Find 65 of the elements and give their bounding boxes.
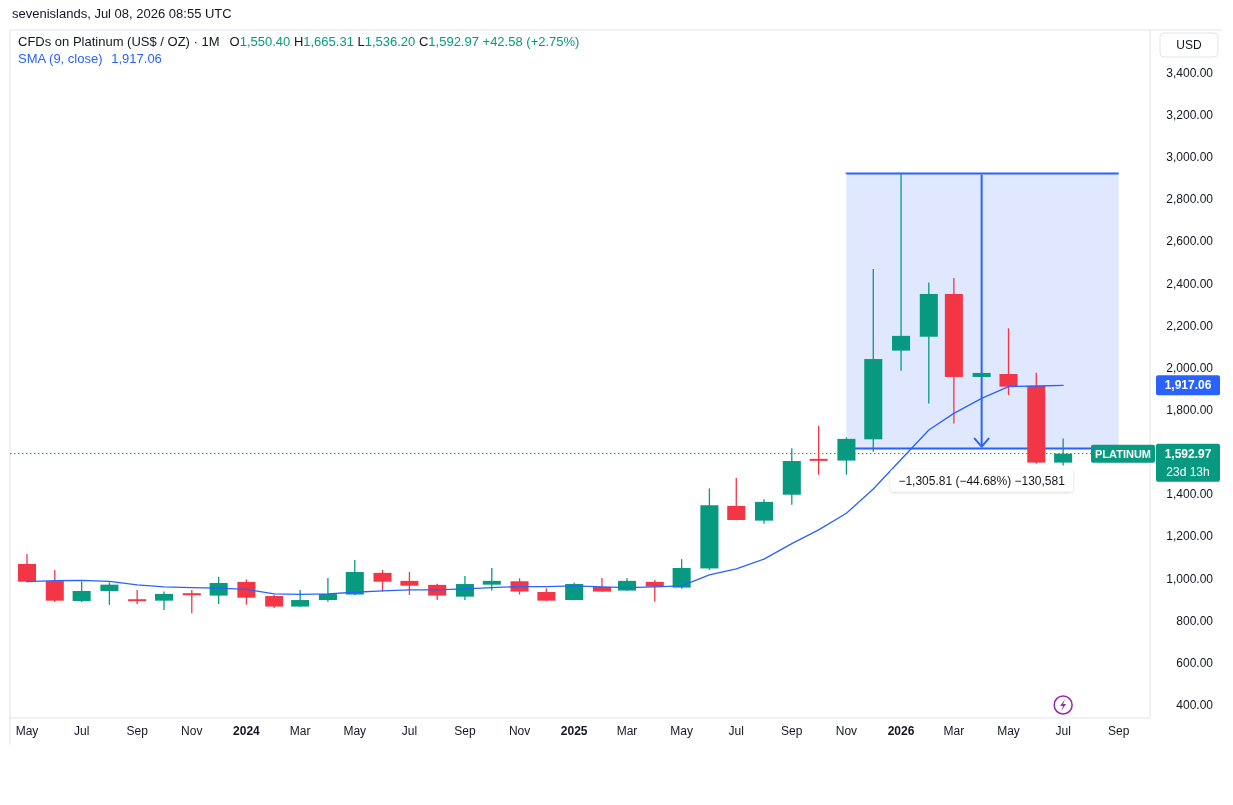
y-tick-label: 1,000.00 [1166, 571, 1214, 586]
y-tick-label: 2,200.00 [1166, 318, 1214, 333]
candlestick [455, 575, 474, 601]
x-tick-label: Mar [616, 724, 638, 738]
y-tick-label: 600.00 [1176, 655, 1214, 670]
x-tick-label: Sep [454, 724, 476, 738]
x-tick-label: Mar [943, 724, 965, 738]
text: 1,592.97 [1164, 446, 1212, 461]
y-tick-label: 2,400.00 [1166, 276, 1214, 291]
x-tick-label: Jul [73, 724, 90, 738]
candlestick [237, 578, 256, 606]
y-tick-label: 1,800.00 [1166, 403, 1214, 418]
text: USD [1176, 38, 1202, 52]
x-tick-label: Sep [1107, 724, 1130, 738]
candlestick [17, 553, 37, 583]
candlestick [155, 590, 174, 611]
y-tick-label: 400.00 [1176, 697, 1214, 712]
x-tick-label: Jul [401, 724, 418, 738]
candlestick [100, 581, 119, 606]
x-tick-label: Sep [126, 724, 149, 738]
x-tick-label: 2024 [233, 724, 261, 738]
candlestick [45, 569, 64, 603]
x-tick-label: Nov [508, 724, 531, 738]
text: O1,550.40 H1,665.31 L1,536.20 C1,592.97 +42.58 (+2.75%) [229, 34, 580, 49]
annotation: −1,305.81 (−44.68%) −130,581 [898, 473, 1066, 488]
x-tick-label: Mar [289, 724, 311, 738]
y-tick-label: 800.00 [1176, 613, 1214, 628]
x-tick-label: Nov [181, 724, 203, 738]
x-tick-label: May [670, 724, 693, 738]
text: 23d 13h [1166, 464, 1210, 479]
y-tick-label: 3,000.00 [1166, 150, 1214, 165]
x-tick-label: 2025 [560, 724, 588, 738]
annotation: 1,917.06 [111, 51, 162, 66]
y-tick-label: 2,800.00 [1166, 192, 1214, 207]
candlestick [400, 571, 419, 596]
candlestick [999, 327, 1018, 396]
ref-line-label: PLATINUM [1094, 447, 1151, 460]
chart-title: CFDs on Platinum (US$ / OZ) · 1M [18, 34, 220, 49]
x-tick-label: Jul [1055, 724, 1071, 738]
candlestick [482, 567, 501, 592]
candlestick [182, 589, 201, 614]
y-tick-label: 3,200.00 [1166, 108, 1214, 123]
x-tick-label: 2026 [887, 724, 915, 738]
candlestick [892, 173, 911, 372]
x-tick-label: Nov [835, 724, 858, 738]
x-tick-label: Jul [728, 724, 744, 738]
text: 1,917.06 [1164, 378, 1212, 393]
x-tick-label: May [15, 724, 39, 738]
y-tick-label: 3,400.00 [1166, 65, 1214, 80]
candlestick [345, 559, 364, 596]
x-tick-label: May [997, 724, 1020, 738]
candlestick [672, 558, 691, 590]
y-tick-label: 1,200.00 [1166, 529, 1214, 544]
candlestick [72, 581, 91, 603]
y-tick-label: 2,600.00 [1166, 234, 1214, 249]
text: SMA (9, close) [18, 51, 103, 66]
x-tick-label: Sep [781, 724, 803, 738]
candlestick [809, 425, 828, 476]
x-tick-label: May [343, 724, 367, 738]
candlestick [755, 498, 774, 525]
y-tick-label: 2,000.00 [1166, 360, 1214, 375]
text: sevenislands, Jul 08, 2026 08:55 UTC [12, 6, 232, 21]
candlestick [727, 477, 746, 521]
y-tick-label: 1,400.00 [1166, 487, 1214, 502]
candlestick [373, 569, 392, 593]
